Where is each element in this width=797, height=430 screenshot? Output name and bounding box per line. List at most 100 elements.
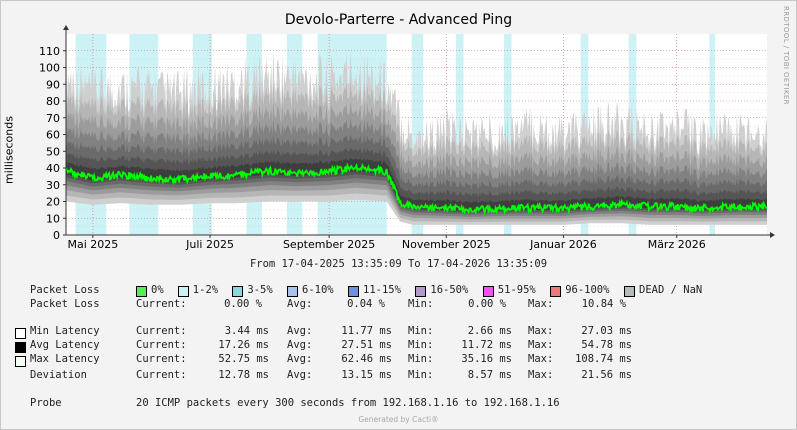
y-tick-label: 110: [39, 45, 60, 58]
y-tick-label: 10: [46, 212, 60, 225]
latency-current: 3.44 ms: [224, 325, 269, 337]
latency-avg: 62.46 ms: [341, 353, 392, 365]
loss-swatch-8: [624, 286, 635, 297]
latency-current-label: Current:: [136, 369, 187, 381]
loss-legend-item: 0%: [151, 284, 164, 296]
loss-legend-item: 16-50%: [430, 284, 469, 296]
latency-swatch: [15, 342, 26, 353]
y-tick-label: 50: [46, 145, 60, 158]
latency-bands: [66, 50, 767, 225]
loss-legend-item: 11-15%: [363, 284, 401, 296]
latency-current: 17.26 ms: [218, 339, 269, 351]
loss-swatch-5: [415, 286, 427, 297]
x-tick-label: März 2026: [648, 238, 706, 251]
y-tick-labels: 0 10 20 30 40 50 60 70 80 90 100 110: [39, 45, 60, 242]
loss-legend-item: DEAD / NaN: [639, 284, 703, 296]
x-tick-label: Mai 2025: [67, 238, 118, 251]
y-tick-label: 30: [46, 179, 60, 192]
latency-swatch: [15, 356, 26, 367]
latency-row-label: Deviation: [30, 369, 87, 381]
y-tick-label: 20: [46, 196, 60, 209]
latency-max: 21.56 ms: [581, 369, 632, 381]
latency-min-label: Min:: [408, 339, 434, 351]
x-tick-label: Januar 2026: [529, 238, 597, 251]
x-tick-label: Juli 2025: [185, 238, 234, 251]
packet-loss-current: 0.00 %: [224, 298, 262, 310]
loss-swatch-7: [550, 286, 562, 297]
latency-max-label: Max:: [528, 325, 554, 337]
latency-max: 54.78 ms: [581, 339, 632, 351]
axes: [63, 25, 775, 238]
packet-loss-max: 10.84 %: [581, 298, 626, 310]
latency-current-label: Current:: [136, 353, 187, 365]
y-tick-label: 90: [46, 78, 60, 91]
latency-avg-label: Avg:: [287, 339, 313, 351]
latency-row-label: Min Latency: [30, 325, 100, 337]
x-axis-arrow: [770, 232, 775, 238]
latency-min: 11.72 ms: [461, 339, 512, 351]
chart-title: Devolo-Parterre - Advanced Ping: [284, 12, 513, 28]
latency-min: 35.16 ms: [461, 353, 512, 365]
y-axis-arrow: [63, 25, 69, 30]
loss-legend-item: 3-5%: [247, 284, 273, 296]
latency-max-label: Max:: [528, 339, 554, 351]
loss-swatch-0: [136, 286, 147, 297]
latency-row-label: Avg Latency: [30, 339, 100, 351]
latency-current-label: Current:: [136, 325, 187, 337]
latency-current: 52.75 ms: [218, 353, 269, 365]
y-tick-label: 70: [46, 112, 60, 125]
latency-min-label: Min:: [408, 353, 434, 365]
y-tick-label: 80: [46, 95, 60, 108]
latency-max-label: Max:: [528, 369, 554, 381]
latency-band: [66, 147, 767, 213]
latency-current-label: Current:: [136, 339, 187, 351]
avg-latency-series: [65, 162, 768, 216]
y-tick-label: 40: [46, 162, 60, 175]
loss-swatch-6: [482, 286, 494, 297]
packet-loss-avg-label: Avg:: [287, 298, 313, 310]
latency-row-label: Max Latency: [30, 353, 100, 365]
loss-swatch-1: [177, 286, 189, 297]
latency-max: 108.74 ms: [575, 353, 632, 365]
latency-current: 12.78 ms: [218, 369, 269, 381]
latency-max-label: Max:: [528, 353, 554, 365]
latency-avg-label: Avg:: [287, 325, 313, 337]
latency-band: [66, 157, 767, 212]
rrdtool-credit: RRDTOOL / TOBI OETIKER: [782, 6, 790, 105]
x-tick-label: November 2025: [402, 238, 491, 251]
loss-swatch-2: [232, 286, 244, 297]
time-range: From 17-04-2025 13:35:09 To 17-04-2026 1…: [249, 258, 548, 270]
latency-swatch: [15, 328, 26, 339]
loss-legend-item: 6-10%: [302, 284, 334, 296]
packet-loss-avg: 0.04 %: [347, 298, 385, 310]
latency-min-label: Min:: [408, 325, 434, 337]
loss-swatch-3: [287, 286, 298, 297]
x-tick-label: September 2025: [283, 238, 375, 251]
generated-by: Generated by Cacti®: [358, 415, 439, 424]
latency-avg: 27.51 ms: [341, 339, 392, 351]
loss-legend-item: 51-95%: [497, 284, 536, 296]
latency-min: 8.57 ms: [467, 369, 512, 381]
y-tick-label: 60: [46, 129, 60, 142]
latency-avg: 11.77 ms: [341, 325, 392, 337]
y-tick-label: 0: [53, 229, 60, 242]
packet-loss-current-label: Current:: [136, 298, 187, 310]
packet-loss-stats-label: Packet Loss: [30, 298, 100, 310]
loss-legend-item: 96-100%: [565, 284, 610, 296]
probe-label: Probe: [30, 397, 62, 409]
latency-min: 2.66 ms: [467, 325, 512, 337]
packet-loss-min: 0.00 %: [468, 298, 506, 310]
latency-avg-label: Avg:: [287, 353, 313, 365]
y-tick-label: 100: [39, 62, 60, 75]
packet-loss-min-label: Min:: [408, 298, 434, 310]
packet-loss-legend-label: Packet Loss: [30, 284, 100, 296]
latency-max: 27.03 ms: [581, 325, 632, 337]
loss-swatch-4: [348, 286, 359, 297]
avg-latency-line: [65, 162, 768, 216]
loss-legend-item: 1-2%: [192, 284, 219, 296]
x-tick-labels: Mai 2025 Juli 2025 September 2025 November …: [67, 238, 705, 251]
probe-text: 20 ICMP packets every 300 seconds from 1…: [136, 397, 560, 409]
latency-avg: 13.15 ms: [341, 369, 392, 381]
latency-min-label: Min:: [408, 369, 434, 381]
